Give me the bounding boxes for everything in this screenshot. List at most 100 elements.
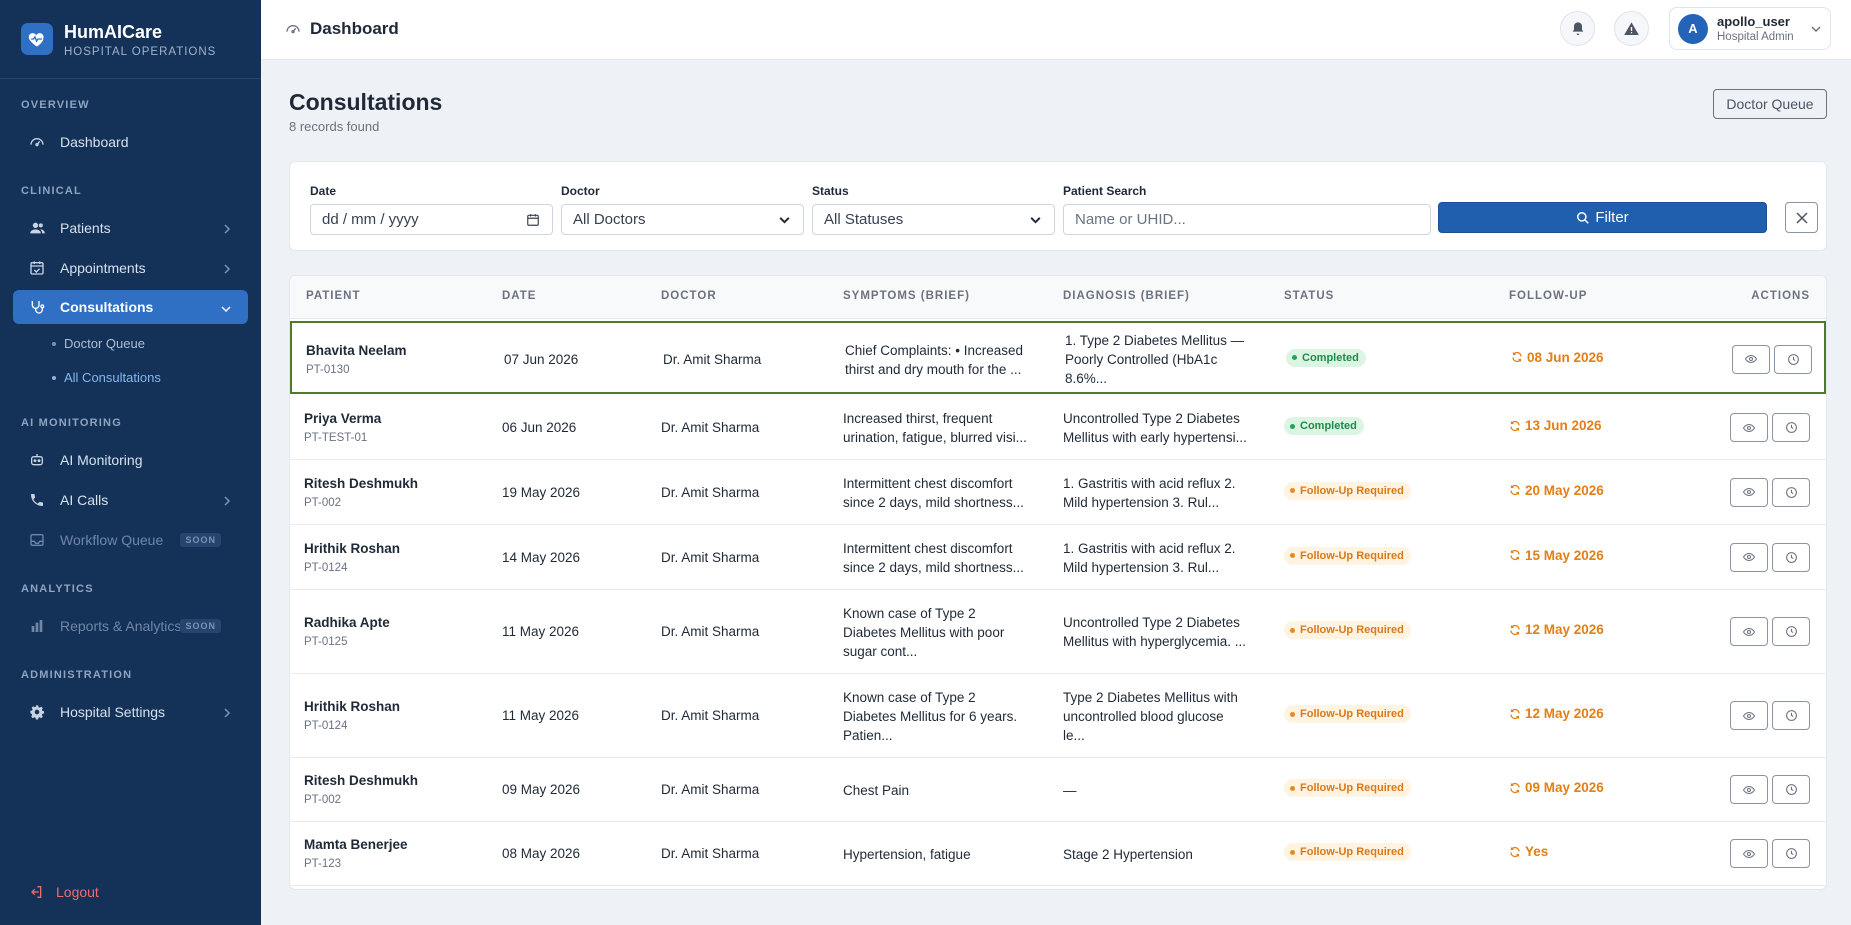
doctor-queue-button[interactable]: Doctor Queue <box>1713 89 1827 119</box>
view-button[interactable] <box>1730 413 1768 442</box>
eye-icon <box>1742 423 1756 432</box>
view-button[interactable] <box>1730 477 1768 507</box>
history-button[interactable] <box>1772 839 1810 868</box>
diagnosis-cell: — <box>1063 781 1263 800</box>
calendar-check-icon <box>28 259 46 277</box>
status-badge: Completed <box>1284 417 1364 435</box>
status-select[interactable]: All Statuses <box>812 204 1055 235</box>
brand-name: HumAICare <box>64 21 163 42</box>
soon-badge: SOON <box>180 533 221 547</box>
sidebar-item-ai-monitoring[interactable]: AI Monitoring <box>13 443 248 477</box>
diagnosis-line: Mellitus with early hypertensi... <box>1063 430 1247 445</box>
table-row[interactable]: Priya Verma PT-TEST-01 06 Jun 2026 Dr. A… <box>290 396 1826 460</box>
patient-cell: Ritesh Deshmukh PT-002 <box>304 474 418 513</box>
alerts-button[interactable] <box>1614 11 1649 46</box>
status-text: Follow-Up Required <box>1300 846 1404 858</box>
sidebar-item-patients[interactable]: Patients <box>13 211 248 245</box>
diagnosis-line: Mild hypertension 3. Rul... <box>1063 559 1220 575</box>
clear-filters-button[interactable] <box>1785 202 1818 233</box>
table-row[interactable]: Hrithik Roshan PT-0124 11 May 2026 Dr. A… <box>290 674 1826 758</box>
patient-name: Bhavita Neelam <box>306 342 407 358</box>
avatar: A <box>1678 13 1708 44</box>
sidebar-item-ai-calls[interactable]: AI Calls <box>13 483 248 517</box>
refresh-icon <box>1510 549 1520 561</box>
symptoms-line: Intermittent chest discomfort <box>843 540 1013 556</box>
view-button[interactable] <box>1730 617 1768 646</box>
status-dot-icon <box>1290 711 1295 717</box>
date-label: Date <box>310 184 337 198</box>
clock-icon <box>1785 486 1797 498</box>
sidebar-item-dashboard[interactable]: Dashboard <box>13 125 248 159</box>
sidebar-subitem-all-consultations[interactable]: All Consultations <box>52 370 161 385</box>
table-row[interactable]: Bhavita Neelam PT-0130 07 Jun 2026 Dr. A… <box>290 321 1826 394</box>
logout-button[interactable]: Logout <box>28 884 99 900</box>
gauge-icon <box>285 21 301 37</box>
symptoms-line: since 2 days, mild shortness... <box>843 559 1024 575</box>
diagnosis-cell: Stage 2 Hypertension <box>1063 845 1263 864</box>
history-button[interactable] <box>1772 413 1810 442</box>
view-button[interactable] <box>1730 839 1768 868</box>
patient-search-input[interactable]: Name or UHID... <box>1063 204 1431 235</box>
view-button[interactable] <box>1730 542 1768 572</box>
status-dot-icon <box>1290 849 1295 855</box>
symptoms-cell: Increased thirst, frequent urination, fat… <box>843 409 1043 447</box>
view-button[interactable] <box>1730 775 1768 804</box>
history-button[interactable] <box>1772 542 1810 572</box>
diagnosis-line: Uncontrolled Type 2 Diabetes <box>1063 615 1240 630</box>
sidebar-subitem-doctor-queue[interactable]: Doctor Queue <box>52 336 145 351</box>
user-menu[interactable]: A apollo_user Hospital Admin <box>1669 7 1831 50</box>
date-cell: 07 Jun 2026 <box>504 351 579 367</box>
symptoms-line: Chest Pain <box>843 782 910 798</box>
user-name: apollo_user <box>1717 14 1790 29</box>
symptoms-line: Diabetes Mellitus with poor <box>843 624 1005 640</box>
history-button[interactable] <box>1772 701 1810 730</box>
view-button[interactable] <box>1732 344 1770 374</box>
diagnosis-line: Mild hypertension 3. Rul... <box>1063 494 1220 510</box>
diagnosis-cell: Type 2 Diabetes Mellitus with uncontrolle… <box>1063 688 1263 745</box>
history-button[interactable] <box>1772 775 1810 804</box>
bullet-icon <box>52 375 56 380</box>
table-row[interactable]: Mamta Benerjee PT-123 08 May 2026 Dr. Am… <box>290 822 1826 886</box>
sidebar-item-consultations[interactable]: Consultations <box>13 290 248 324</box>
followup-cell: 13 Jun 2026 <box>1509 418 1602 433</box>
history-button[interactable] <box>1774 344 1812 374</box>
patient-name: Radhika Apte <box>304 615 390 630</box>
refresh-icon <box>1510 420 1520 431</box>
eye-icon <box>1742 627 1756 636</box>
col-diagnosis: DIAGNOSIS (BRIEF) <box>1063 290 1190 302</box>
view-button[interactable] <box>1730 701 1768 730</box>
patient-cell: Radhika Apte PT-0125 <box>304 613 390 652</box>
date-cell: 06 Jun 2026 <box>502 420 577 435</box>
heart-pulse-logo-icon <box>21 23 53 55</box>
filter-button[interactable]: Filter <box>1438 202 1767 233</box>
patient-cell: Hrithik Roshan PT-0124 <box>304 539 400 578</box>
sidebar-item-label: Workflow Queue <box>60 532 164 548</box>
search-icon <box>1576 211 1590 225</box>
table-header: PATIENT DATE DOCTOR SYMPTOMS (BRIEF) DIA… <box>290 276 1826 319</box>
table-row[interactable]: Ritesh Deshmukh PT-002 09 May 2026 Dr. A… <box>290 758 1826 822</box>
notifications-button[interactable] <box>1560 11 1595 46</box>
doctor-select[interactable]: All Doctors <box>561 204 804 235</box>
diagnosis-line: 1. Gastritis with acid reflux 2. <box>1063 475 1236 491</box>
followup-text: 20 May 2026 <box>1525 482 1604 498</box>
doctor-label: Doctor <box>561 184 600 198</box>
clock-icon <box>1785 710 1797 721</box>
header-title: Dashboard <box>285 19 399 39</box>
sidebar-item-hospital-settings[interactable]: Hospital Settings <box>13 695 248 729</box>
status-badge: Follow-Up Required <box>1284 843 1411 861</box>
user-role: Hospital Admin <box>1717 31 1794 43</box>
table-row[interactable]: Ritesh Deshmukh PT-002 19 May 2026 Dr. A… <box>290 460 1826 525</box>
filter-card: Date dd / mm / yyyy Doctor All Doctors S… <box>289 161 1827 251</box>
sidebar-item-appointments[interactable]: Appointments <box>13 251 248 285</box>
history-button[interactable] <box>1772 617 1810 646</box>
sidebar-item-label: Patients <box>60 220 111 236</box>
status-dot-icon <box>1290 785 1295 791</box>
history-button[interactable] <box>1772 477 1810 507</box>
table-row[interactable]: Hrithik Roshan PT-0124 14 May 2026 Dr. A… <box>290 525 1826 590</box>
date-field[interactable]: dd / mm / yyyy <box>310 204 553 235</box>
refresh-icon <box>1510 484 1520 496</box>
refresh-icon <box>1510 846 1520 857</box>
refresh-icon <box>1510 782 1520 793</box>
eye-icon <box>1742 552 1756 562</box>
table-row[interactable]: Radhika Apte PT-0125 11 May 2026 Dr. Ami… <box>290 590 1826 674</box>
